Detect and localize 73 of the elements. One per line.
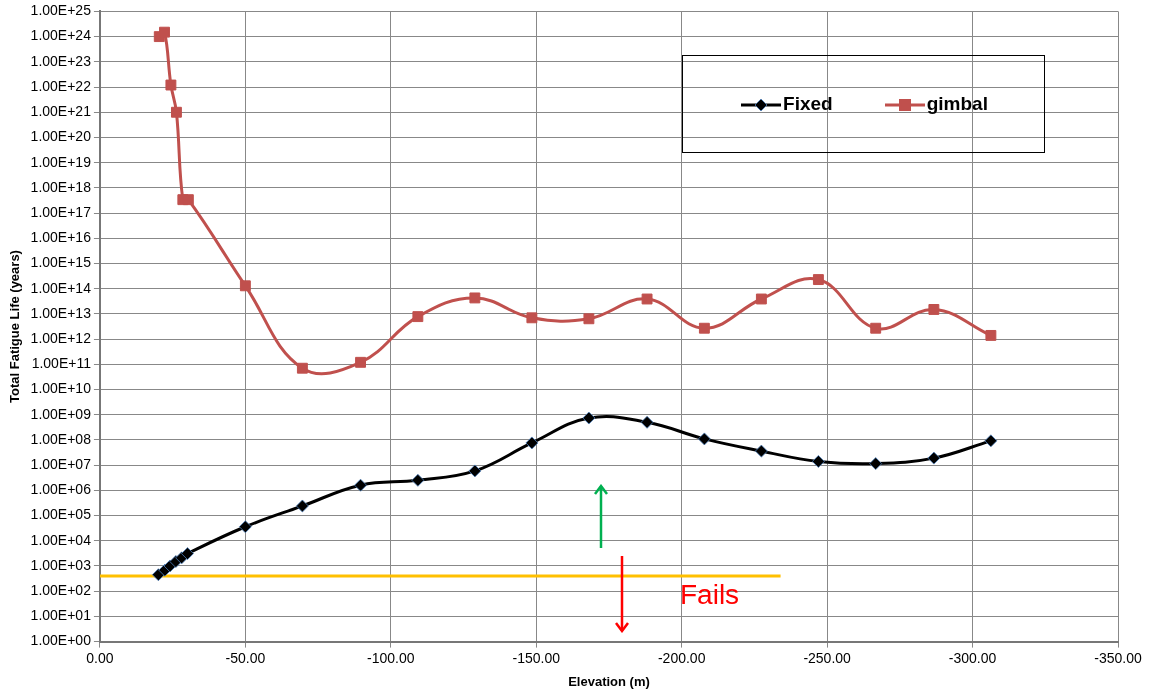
x-tick-label: -250.00 [803, 649, 852, 666]
legend-label: gimbal [926, 93, 988, 114]
y-tick-label: 1.00E+18 [30, 178, 92, 195]
point [525, 436, 539, 450]
point [526, 312, 538, 324]
x-tick-label: 0.00 [86, 649, 114, 666]
annotation: Fails [680, 579, 740, 611]
y-tick-label: 1.00E+13 [30, 304, 92, 321]
legend-label: Fixed [783, 93, 833, 114]
point [412, 311, 424, 323]
point [170, 106, 182, 118]
point [411, 473, 425, 487]
point [698, 322, 710, 334]
point [812, 274, 824, 286]
point [239, 280, 251, 292]
x-tick-label: -350.00 [1094, 649, 1142, 666]
y-axis-title: Total Fatigue Life (years) [7, 250, 23, 403]
point [159, 26, 170, 38]
point [869, 457, 883, 471]
y-tick-label: 1.00E+09 [30, 405, 92, 422]
y-tick-label: 1.00E+00 [30, 632, 92, 649]
y-tick-label: 1.00E+04 [30, 531, 92, 548]
y-tick-label: 1.00E+10 [30, 380, 92, 397]
x-axis-title: Elevation (m) [568, 673, 650, 689]
point [697, 432, 711, 446]
point [927, 451, 941, 465]
point [984, 434, 998, 448]
point [238, 520, 252, 534]
point [296, 362, 308, 374]
y-tick-label: 1.00E+23 [30, 52, 92, 69]
point [640, 415, 654, 429]
point [754, 444, 768, 458]
point [468, 464, 482, 478]
point [928, 304, 940, 315]
y-tick-label: 1.00E+21 [30, 103, 92, 120]
y-tick-label: 1.00E+03 [30, 556, 92, 573]
x-tick-label: -100.00 [367, 649, 415, 666]
y-tick-label: 1.00E+06 [30, 481, 92, 498]
point [295, 499, 309, 513]
y-tick-label: 1.00E+01 [30, 607, 92, 624]
point [152, 568, 165, 582]
y-tick-label: 1.00E+16 [30, 229, 92, 246]
y-tick-label: 1.00E+22 [30, 77, 92, 94]
y-tick-label: 1.00E+08 [30, 430, 92, 447]
y-tick-label: 1.00E+12 [30, 329, 92, 346]
point [812, 455, 825, 468]
x-tick-label: -50.00 [225, 649, 266, 666]
y-tick-label: 1.00E+24 [30, 27, 92, 44]
x-tick-label: -150.00 [512, 649, 561, 666]
point [583, 313, 595, 325]
y-tick-label: 1.00E+25 [30, 2, 92, 19]
y-tick-label: 1.00E+11 [31, 355, 92, 372]
point [182, 194, 194, 206]
y-tick-label: 1.00E+15 [30, 254, 92, 271]
y-tick-label: 1.00E+02 [30, 582, 92, 599]
point [641, 293, 653, 305]
y-tick-label: 1.00E+07 [30, 456, 92, 472]
point [355, 356, 367, 368]
y-tick-label: 1.00E+19 [30, 153, 92, 170]
point [582, 411, 596, 425]
x-tick-label: -200.00 [657, 649, 706, 666]
y-tick-label: 1.00E+20 [30, 128, 92, 145]
point [165, 79, 177, 91]
x-tick-label: -300.00 [948, 649, 997, 666]
point [870, 322, 882, 334]
point [354, 478, 367, 492]
y-tick-label: 1.00E+05 [30, 506, 92, 523]
point [469, 292, 481, 304]
y-tick-label: 1.00E+17 [30, 203, 92, 220]
y-tick-label: 1.00E+14 [30, 279, 92, 296]
point [181, 547, 194, 560]
point [755, 293, 767, 305]
point [985, 329, 997, 341]
